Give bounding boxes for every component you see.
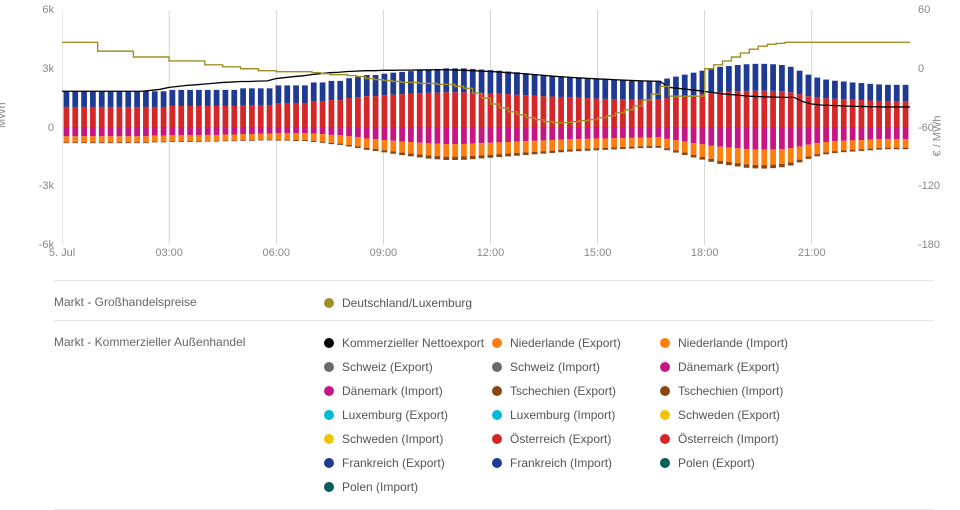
legend-dot xyxy=(324,386,334,396)
legend-dot xyxy=(324,298,334,308)
legend-item[interactable]: Kommerzieller Nettoexport xyxy=(324,331,492,355)
legend-label: Niederlande (Import) xyxy=(678,336,788,350)
legend-item[interactable]: Tschechien (Import) xyxy=(660,379,828,403)
ytick-left: 3k xyxy=(42,63,54,75)
legend-item[interactable]: Österreich (Import) xyxy=(660,427,828,451)
legend-label: Tschechien (Import) xyxy=(678,384,783,398)
ytick-left: 0 xyxy=(48,122,54,134)
ytick-right: 60 xyxy=(918,4,930,16)
legend-title-prices: Markt - Großhandelspreise xyxy=(54,291,324,309)
legend-items-prices: Deutschland/Luxemburg xyxy=(324,291,934,315)
legend-dot xyxy=(492,386,502,396)
ytick-left: 6k xyxy=(42,4,54,16)
xtick: 12:00 xyxy=(477,247,505,259)
ytick-right: 0 xyxy=(918,63,924,75)
ytick-right: -120 xyxy=(918,180,940,192)
legend-item[interactable]: Schweden (Import) xyxy=(324,427,492,451)
legend-dot xyxy=(492,338,502,348)
legend-item[interactable]: Luxemburg (Export) xyxy=(324,403,492,427)
legend-label: Deutschland/Luxemburg xyxy=(342,296,472,310)
legend-dot xyxy=(660,386,670,396)
legend-label: Tschechien (Export) xyxy=(510,384,616,398)
y-label-left: MWh xyxy=(0,102,8,128)
legend-dot xyxy=(492,362,502,372)
legend-items-trade: Kommerzieller Nettoexport Niederlande (Ex… xyxy=(324,331,934,499)
legend-item[interactable]: Polen (Import) xyxy=(324,475,492,499)
legend-label: Niederlande (Export) xyxy=(510,336,621,350)
legend-label: Dänemark (Import) xyxy=(342,384,443,398)
xtick: 06:00 xyxy=(262,247,290,259)
legend-title-trade: Markt - Kommerzieller Außenhandel xyxy=(54,331,324,349)
legend-label: Schweden (Export) xyxy=(678,408,780,422)
x-axis: 5. Jul03:0006:0009:0012:0015:0018:0021:0… xyxy=(62,245,910,265)
legend-item[interactable]: Schweiz (Import) xyxy=(492,355,660,379)
plot-svg xyxy=(62,10,910,245)
plot-area xyxy=(62,10,910,245)
legend-item[interactable]: Schweiz (Export) xyxy=(324,355,492,379)
legend-item[interactable]: Dänemark (Export) xyxy=(660,355,828,379)
legend-item[interactable]: Polen (Export) xyxy=(660,451,828,475)
legend-label: Luxemburg (Export) xyxy=(342,408,448,422)
legend-dot xyxy=(660,338,670,348)
legend-dot xyxy=(324,434,334,444)
legend-label: Dänemark (Export) xyxy=(678,360,779,374)
legend-item[interactable]: Luxemburg (Import) xyxy=(492,403,660,427)
legend-dot xyxy=(660,362,670,372)
legend-item[interactable]: Frankreich (Export) xyxy=(324,451,492,475)
legend-item[interactable]: Deutschland/Luxemburg xyxy=(324,291,544,315)
legend-item[interactable]: Dänemark (Import) xyxy=(324,379,492,403)
legend-dot xyxy=(324,410,334,420)
legend-item[interactable]: Schweden (Export) xyxy=(660,403,828,427)
legend-dot xyxy=(492,434,502,444)
legend-dot xyxy=(660,434,670,444)
xtick: 09:00 xyxy=(370,247,398,259)
legend-label: Polen (Export) xyxy=(678,456,755,470)
legend-dot xyxy=(324,482,334,492)
legend-item[interactable]: Tschechien (Export) xyxy=(492,379,660,403)
legend-label: Schweiz (Import) xyxy=(510,360,600,374)
xtick: 03:00 xyxy=(155,247,183,259)
y-label-right: € / MWh xyxy=(932,116,944,157)
legend-dot xyxy=(324,338,334,348)
legend-dot xyxy=(660,410,670,420)
legend-label: Kommerzieller Nettoexport xyxy=(342,336,484,350)
legend-dot xyxy=(660,458,670,468)
ytick-left: -3k xyxy=(39,180,54,192)
xtick: 21:00 xyxy=(798,247,826,259)
legend-item[interactable]: Österreich (Export) xyxy=(492,427,660,451)
legend-dot xyxy=(324,362,334,372)
legend-label: Polen (Import) xyxy=(342,480,418,494)
legend-label: Schweiz (Export) xyxy=(342,360,433,374)
xtick: 18:00 xyxy=(691,247,719,259)
legend-label: Schweden (Import) xyxy=(342,432,443,446)
legend-item[interactable]: Frankreich (Import) xyxy=(492,451,660,475)
xtick: 5. Jul xyxy=(49,247,75,259)
legend-label: Österreich (Import) xyxy=(678,432,779,446)
legend-label: Luxemburg (Import) xyxy=(510,408,615,422)
legend-dot xyxy=(492,410,502,420)
chart-frame: -6k-3k03k6k -180-120-60060 MWh € / MWh 5… xyxy=(0,0,960,500)
legend-item[interactable]: Niederlande (Import) xyxy=(660,331,828,355)
legend-group-prices: Markt - Großhandelspreise Deutschland/Lu… xyxy=(54,280,934,325)
legend-group-trade: Markt - Kommerzieller Außenhandel Kommer… xyxy=(54,320,934,510)
legend-dot xyxy=(492,458,502,468)
ytick-right: -180 xyxy=(918,239,940,251)
legend-dot xyxy=(324,458,334,468)
xtick: 15:00 xyxy=(584,247,612,259)
y-axis-left: -6k-3k03k6k xyxy=(0,10,62,245)
legend-label: Frankreich (Import) xyxy=(510,456,612,470)
legend-label: Frankreich (Export) xyxy=(342,456,445,470)
legend-item[interactable]: Niederlande (Export) xyxy=(492,331,660,355)
legend-label: Österreich (Export) xyxy=(510,432,611,446)
